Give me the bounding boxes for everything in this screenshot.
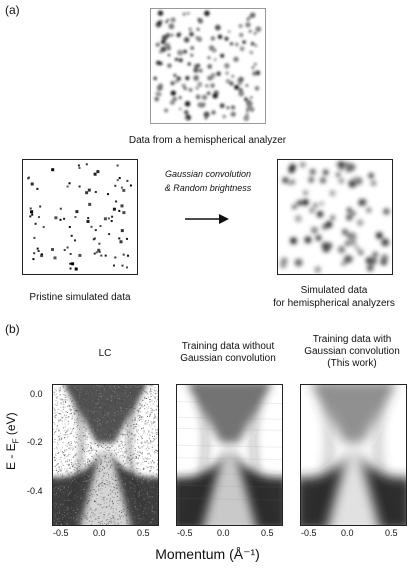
x-tick-p3-2: 0.5 bbox=[385, 528, 398, 538]
x-tick-p2-1: 0.0 bbox=[217, 528, 230, 538]
y-tick-0: 0.0 bbox=[30, 389, 43, 399]
process-label-2: & Random brightness bbox=[164, 183, 252, 193]
panel-title-with-gaussian: Training data with Gaussian convolution … bbox=[304, 334, 400, 369]
right-caption-2: for hemispherical analyzers bbox=[273, 298, 395, 309]
x-tick-p1-0: -0.5 bbox=[53, 528, 69, 538]
pristine-simulated-image bbox=[22, 159, 138, 275]
panel-a-letter: (a) bbox=[5, 3, 20, 17]
spectrum-without-gaussian bbox=[176, 384, 283, 526]
spectrum-lc bbox=[52, 384, 159, 526]
panel-title-without-gaussian: Training data without Gaussian convoluti… bbox=[180, 341, 276, 364]
spectrum-with-gaussian bbox=[300, 384, 407, 526]
x-tick-p3-1: 0.0 bbox=[341, 528, 354, 538]
y-tick-2: -0.4 bbox=[27, 486, 43, 496]
right-arrow bbox=[185, 214, 229, 224]
x-tick-p1-1: 0.0 bbox=[93, 528, 106, 538]
x-tick-p3-0: -0.5 bbox=[301, 528, 317, 538]
top-caption: Data from a hemispherical analyzer bbox=[128, 135, 287, 146]
x-axis-label: Momentum (Å⁻¹) bbox=[155, 546, 260, 562]
hemispherical-analyzer-image bbox=[150, 8, 266, 124]
x-tick-p1-2: 0.5 bbox=[137, 528, 150, 538]
x-tick-p2-0: -0.5 bbox=[177, 528, 193, 538]
panel-b-letter: (b) bbox=[5, 322, 20, 336]
simulated-hemispherical-image bbox=[277, 159, 393, 275]
y-tick-1: -0.2 bbox=[27, 437, 43, 447]
panel-title-lc: LC bbox=[98, 348, 112, 359]
right-caption-1: Simulated data bbox=[300, 285, 368, 296]
left-caption: Pristine simulated data bbox=[29, 292, 131, 303]
x-tick-p2-2: 0.5 bbox=[261, 528, 274, 538]
process-label-1: Gaussian convolution bbox=[164, 169, 252, 179]
